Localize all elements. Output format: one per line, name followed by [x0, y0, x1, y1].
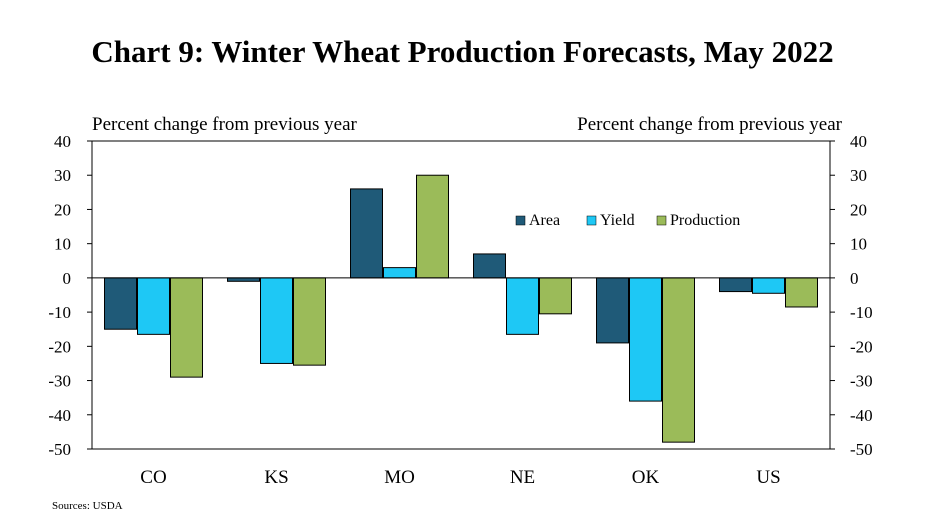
legend-swatch-yield [586, 215, 597, 226]
y-axis-label-right: Percent change from previous year [577, 114, 843, 135]
y-axis-label-left: Percent change from previous year [92, 114, 358, 135]
bar-production-us [785, 277, 818, 308]
y-tick-label-left: -50 [48, 440, 71, 459]
bar-area-us [719, 277, 752, 293]
bar-area-ks [227, 277, 260, 282]
legend: Area Yield Production [515, 212, 740, 229]
y-tick-label-right: -10 [850, 303, 873, 322]
bar-area-ok [596, 277, 629, 344]
bar-production-mo [416, 174, 449, 279]
y-tick-label-left: 40 [54, 132, 71, 151]
bar-production-co [170, 277, 203, 378]
y-tick-label-left: 30 [54, 166, 71, 185]
legend-label-area: Area [529, 212, 560, 229]
bar-yield-co [137, 277, 170, 335]
bar-yield-ks [260, 277, 293, 364]
x-tick-label-ok: OK [632, 467, 660, 488]
legend-swatch-production [656, 215, 667, 226]
bar-area-co [104, 277, 137, 330]
chart-title: Chart 9: Winter Wheat Production Forecas… [91, 34, 834, 69]
y-tick-label-right: 20 [850, 200, 867, 219]
legend-label-yield: Yield [600, 212, 635, 229]
x-tick-label-co: CO [140, 467, 166, 488]
x-tick-label-us: US [756, 467, 780, 488]
y-tick-label-left: 0 [63, 269, 72, 288]
bar-yield-ok [629, 277, 662, 402]
bar-yield-ne [506, 277, 539, 335]
sources-note: Sources: USDA [52, 500, 123, 512]
y-tick-label-left: -30 [48, 372, 71, 391]
bar-yield-us [752, 277, 785, 294]
y-tick-label-left: 10 [54, 235, 71, 254]
y-tick-label-left: -40 [48, 406, 71, 425]
y-tick-label-right: 40 [850, 132, 867, 151]
y-tick-label-right: -30 [850, 372, 873, 391]
bar-production-ks [293, 277, 326, 366]
y-tick-label-right: -40 [850, 406, 873, 425]
y-tick-label-right: -50 [850, 440, 873, 459]
y-tick-label-left: -20 [48, 337, 71, 356]
y-tick-label-right: 10 [850, 235, 867, 254]
bar-area-ne [473, 253, 506, 279]
x-tick-label-ks: KS [264, 467, 288, 488]
y-tick-label-right: 0 [850, 269, 859, 288]
bar-yield-mo [383, 267, 416, 279]
x-tick-label-mo: MO [384, 467, 415, 488]
bar-production-ok [662, 277, 695, 443]
bar-area-mo [350, 188, 383, 279]
y-tick-label-right: 30 [850, 166, 867, 185]
axes-group: 40 40 30 30 20 20 10 10 0 0 -10 -10 -20 -20 -30 -30 -40 -… [48, 132, 872, 488]
y-tick-label-left: 20 [54, 200, 71, 219]
legend-swatch-area [515, 215, 526, 226]
bars-group [104, 174, 818, 443]
x-tick-label-ne: NE [510, 467, 535, 488]
y-tick-label-right: -20 [850, 337, 873, 356]
bar-production-ne [539, 277, 572, 315]
y-tick-label-left: -10 [48, 303, 71, 322]
legend-label-production: Production [670, 212, 740, 229]
